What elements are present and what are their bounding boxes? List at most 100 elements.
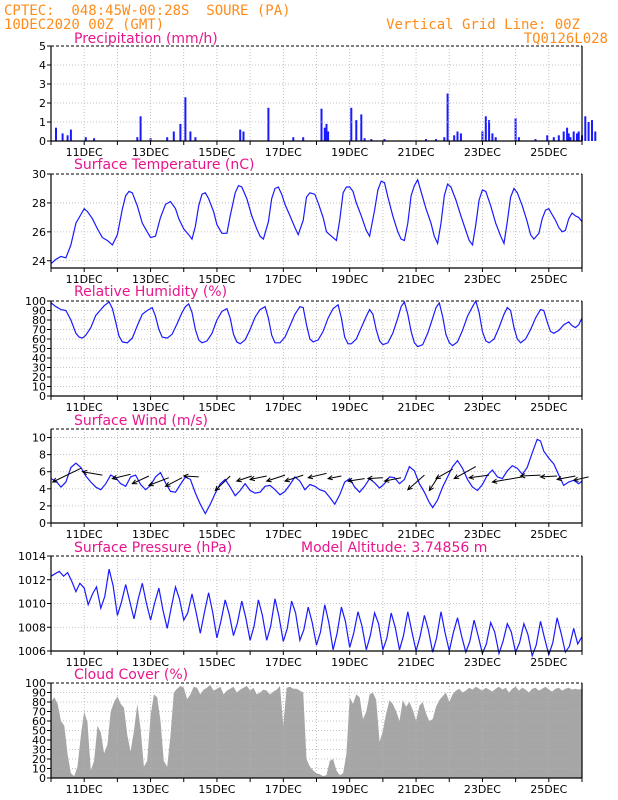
rh-xtick-label-7: 25DEC xyxy=(530,401,567,414)
precip-bar-28 xyxy=(370,139,373,141)
precip-ytick-label-3: 3 xyxy=(39,78,46,91)
pres-xtick-label-3: 17DEC xyxy=(265,656,302,669)
wind-ytick-label-3: 6 xyxy=(39,466,46,479)
cloud-ytick-label-9: 90 xyxy=(32,687,46,700)
rh-ytick-label-2: 20 xyxy=(32,371,46,384)
cloud-xtick-label-0: 11DEC xyxy=(66,783,103,796)
rh-ytick-label-10: 100 xyxy=(25,295,46,308)
wind-xtick-label-1: 13DEC xyxy=(132,528,169,541)
cloud-xtick-label-1: 13DEC xyxy=(132,783,169,796)
precip-bar-13 xyxy=(189,131,192,141)
humidity-panel: Relative Humidity (%) 0102030405060708090… xyxy=(25,284,583,414)
precip-bar-2 xyxy=(66,135,69,141)
precip-bar-36 xyxy=(459,133,462,141)
precip-bar-34 xyxy=(453,135,456,141)
wind-title: Surface Wind (m/s) xyxy=(74,413,208,429)
precip-bar-16 xyxy=(242,131,245,141)
wind-vector-6 xyxy=(182,473,199,479)
pressure-panel: Surface Pressure (hPa) Model Altitude: 3… xyxy=(18,540,583,669)
cloud-ytick-label-1: 10 xyxy=(32,763,46,776)
cloud-cover-title: Cloud Cover (%) xyxy=(74,667,188,683)
wind-vector-24 xyxy=(539,474,558,480)
rh-series-line xyxy=(50,299,583,348)
wind-xtick-label-2: 15DEC xyxy=(198,528,235,541)
precip-bar-24 xyxy=(350,107,353,142)
wind-ytick-label-1: 2 xyxy=(39,500,46,513)
precip-bar-31 xyxy=(435,139,437,141)
cloud-ytick-label-7: 70 xyxy=(32,706,46,719)
cloud-ytick-label-2: 20 xyxy=(32,753,46,766)
precip-bar-33 xyxy=(446,93,449,141)
temp-xtick-label-1: 13DEC xyxy=(132,273,169,286)
wind-vector-20 xyxy=(453,466,477,480)
precip-bar-50 xyxy=(567,133,570,141)
precip-bar-57 xyxy=(587,122,590,141)
pres-xtick-label-5: 21DEC xyxy=(398,656,435,669)
cloud-ytick-label-8: 80 xyxy=(32,696,46,709)
wind-vector-8 xyxy=(235,475,252,483)
precip-bar-44 xyxy=(534,139,537,141)
wind-xtick-label-4: 19DEC xyxy=(331,528,368,541)
cloud-xtick-label-6: 23DEC xyxy=(464,783,501,796)
cloud-xtick-label-3: 17DEC xyxy=(265,783,302,796)
precip-bar-7 xyxy=(139,116,142,141)
temp-xtick-label-3: 17DEC xyxy=(265,273,302,286)
precip-bar-39 xyxy=(488,120,491,141)
cloud-xtick-label-7: 25DEC xyxy=(530,783,567,796)
precip-ytick-label-2: 2 xyxy=(39,97,46,110)
wind-vector-1 xyxy=(81,469,103,476)
wind-vector-22 xyxy=(491,476,523,484)
precip-bar-11 xyxy=(179,123,182,141)
wind-ytick-label-4: 8 xyxy=(39,449,46,462)
precip-bar-17 xyxy=(267,107,270,142)
wind-vector-5 xyxy=(164,477,183,487)
precip-bar-9 xyxy=(166,137,169,141)
meteogram-header: CPTEC: 048:45W-00:28S SOURE (PA) 10DEC20… xyxy=(4,3,608,46)
rh-ytick-label-3: 30 xyxy=(32,362,46,375)
precip-bar-35 xyxy=(456,131,459,141)
rh-xtick-label-0: 11DEC xyxy=(66,401,103,414)
cloud-ytick-label-10: 100 xyxy=(25,677,46,690)
precip-bar-10 xyxy=(172,131,175,141)
temp-xtick-label-0: 11DEC xyxy=(66,273,103,286)
precip-xtick-label-3: 17DEC xyxy=(265,146,302,159)
rh-xtick-label-2: 15DEC xyxy=(198,401,235,414)
cloud-ytick-label-4: 40 xyxy=(32,734,46,747)
precip-bar-46 xyxy=(552,137,555,141)
precip-ytick-label-4: 4 xyxy=(39,59,46,72)
precip-bar-30 xyxy=(425,139,427,141)
rh-ytick-label-8: 80 xyxy=(32,314,46,327)
pres-ytick-label-3: 1012 xyxy=(18,574,46,587)
wind-vector-11 xyxy=(283,474,304,483)
wind-vector-12 xyxy=(307,472,327,480)
precip-xtick-label-6: 23DEC xyxy=(464,146,501,159)
precip-bar-45 xyxy=(546,135,549,141)
wind-vector-15 xyxy=(366,475,383,481)
pres-xtick-label-2: 15DEC xyxy=(198,656,235,669)
wind-vector-16 xyxy=(383,477,402,483)
cloud-xtick-label-2: 15DEC xyxy=(198,783,235,796)
pres-xtick-label-1: 13DEC xyxy=(132,656,169,669)
precip-bar-40 xyxy=(491,133,494,141)
cloud-ytick-label-5: 50 xyxy=(32,725,46,738)
pres-ytick-label-4: 1014 xyxy=(18,550,46,563)
precip-bar-3 xyxy=(69,129,72,141)
precip-ytick-label-0: 0 xyxy=(39,135,46,148)
precip-bar-26 xyxy=(360,114,363,141)
precip-bar-54 xyxy=(577,131,580,141)
precip-bar-49 xyxy=(566,127,569,141)
precip-bar-1 xyxy=(61,133,64,141)
wind-vector-14 xyxy=(346,477,365,484)
pres-xtick-label-6: 23DEC xyxy=(464,656,501,669)
temp-xtick-label-7: 25DEC xyxy=(530,273,567,286)
wind-xtick-label-5: 21DEC xyxy=(398,528,435,541)
precip-bar-47 xyxy=(557,135,560,141)
rh-ytick-label-9: 90 xyxy=(32,305,46,318)
precip-bar-21 xyxy=(323,127,326,141)
temp-xtick-label-5: 21DEC xyxy=(398,273,435,286)
cloud-ytick-label-0: 0 xyxy=(39,772,46,785)
wind-vector-10 xyxy=(265,474,286,483)
cloud-xtick-label-5: 21DEC xyxy=(398,783,435,796)
precip-bar-12 xyxy=(184,97,187,141)
wind-ytick-label-0: 0 xyxy=(39,517,46,530)
